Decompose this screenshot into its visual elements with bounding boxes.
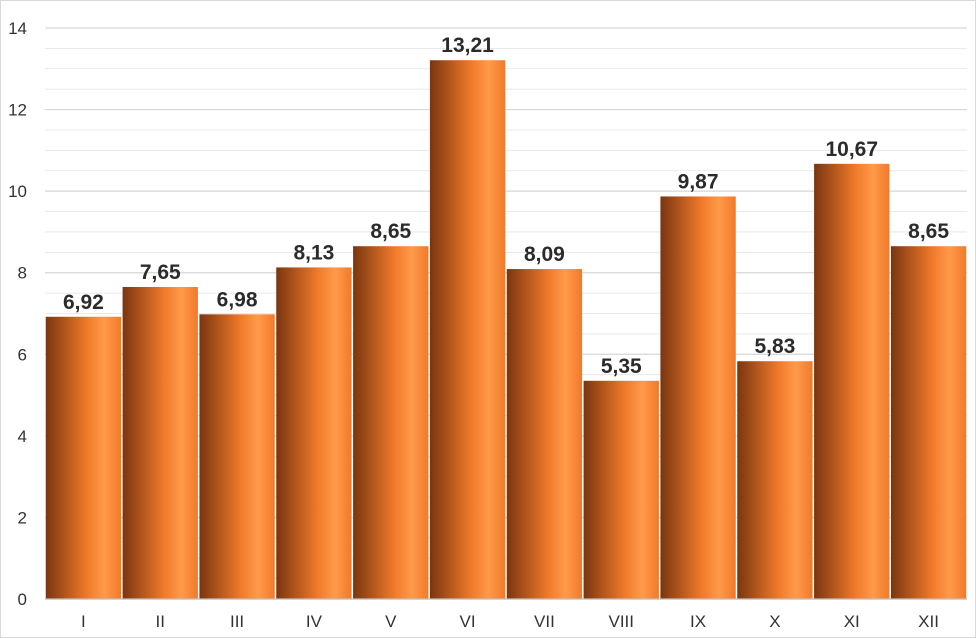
data-labels: 6,92 7,65 6,98 8,13 8,65 13,21 8,09 5,35 9,87 5,8…	[63, 34, 949, 378]
y-tick-label: 6	[18, 345, 27, 364]
data-label-VIII: 5,35	[601, 355, 642, 378]
x-tick-label: X	[769, 612, 780, 631]
x-tick-label: V	[385, 612, 397, 631]
data-label-XII: 8,65	[908, 220, 949, 243]
bar-VI	[429, 60, 506, 600]
x-tick-label: VII	[534, 612, 555, 631]
bar-IV	[276, 267, 352, 599]
bar-III	[199, 314, 275, 599]
bar-V	[353, 246, 429, 600]
data-label-XI: 10,67	[825, 138, 878, 161]
x-tick-label: VIII	[608, 612, 634, 631]
bars	[45, 60, 967, 600]
x-tick-label: IV	[306, 612, 323, 631]
y-tick-label: 0	[18, 590, 27, 609]
data-label-VII: 8,09	[524, 243, 565, 266]
bar-XII	[890, 246, 967, 600]
y-tick-label: 8	[18, 264, 27, 283]
bar-II	[122, 286, 198, 599]
data-label-I: 6,92	[63, 291, 104, 314]
data-label-V: 8,65	[370, 220, 411, 243]
x-tick-label: VI	[460, 612, 476, 631]
bar-VIII	[583, 380, 659, 599]
x-tick-label: I	[81, 612, 86, 631]
data-label-III: 6,98	[217, 288, 258, 311]
y-tick-label: 14	[8, 19, 27, 38]
bar-I	[45, 316, 122, 599]
data-label-X: 5,83	[754, 335, 795, 358]
data-label-VI: 13,21	[441, 34, 494, 57]
y-axis-ticks: 0 2 4 6 8 10 12 14	[8, 19, 27, 609]
bar-IX	[660, 196, 736, 599]
x-axis-ticks: I II III IV V VI VII VIII IX X XI XII	[81, 612, 939, 631]
x-tick-label: II	[156, 612, 165, 631]
y-tick-label: 2	[18, 508, 27, 527]
bar-VII	[506, 269, 583, 599]
bar-XI	[814, 163, 890, 600]
y-tick-label: 4	[18, 427, 27, 446]
data-label-IV: 8,13	[293, 241, 334, 264]
x-tick-label: IX	[690, 612, 706, 631]
data-label-IX: 9,87	[678, 170, 719, 193]
x-tick-label: III	[230, 612, 244, 631]
x-tick-label: XI	[844, 612, 860, 631]
y-tick-label: 12	[8, 101, 27, 120]
data-label-II: 7,65	[140, 261, 181, 284]
x-tick-label: XII	[918, 612, 939, 631]
bar-X	[737, 361, 813, 599]
y-tick-label: 10	[8, 182, 27, 201]
gridlines	[45, 27, 967, 600]
